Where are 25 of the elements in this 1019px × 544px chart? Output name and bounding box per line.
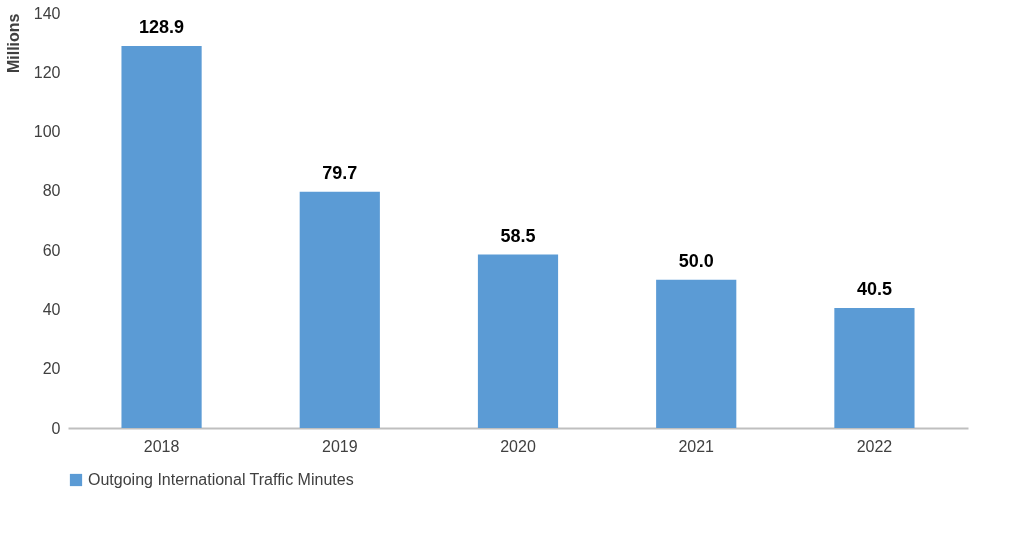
y-tick-label: 20 [42,360,61,378]
y-tick-label: 60 [42,241,61,259]
y-tick-label: 80 [42,182,61,200]
y-tick-label: 100 [33,123,61,141]
bar [656,279,737,428]
y-tick-label: 0 [51,419,61,437]
legend-label: Outgoing International Traffic Minutes [88,471,354,488]
x-tick-label: 2018 [143,437,180,455]
x-tick-label: 2022 [856,437,893,455]
bar [477,254,559,428]
bar [834,307,915,428]
x-tick-label: 2019 [321,437,358,455]
y-tick-label: 140 [33,4,61,22]
x-tick-label: 2021 [678,437,715,455]
data-label: 58.5 [500,225,536,246]
x-tick-label: 2020 [500,437,536,455]
data-label: 79.7 [322,162,358,183]
bar [121,45,202,428]
data-label: 128.9 [139,16,185,37]
data-label: 40.5 [856,278,892,299]
y-tick-label: 120 [33,63,61,81]
y-tick-label: 40 [42,300,61,318]
data-label: 50.0 [678,250,714,271]
bar [299,191,380,428]
y-axis-title: Millions [4,13,22,74]
